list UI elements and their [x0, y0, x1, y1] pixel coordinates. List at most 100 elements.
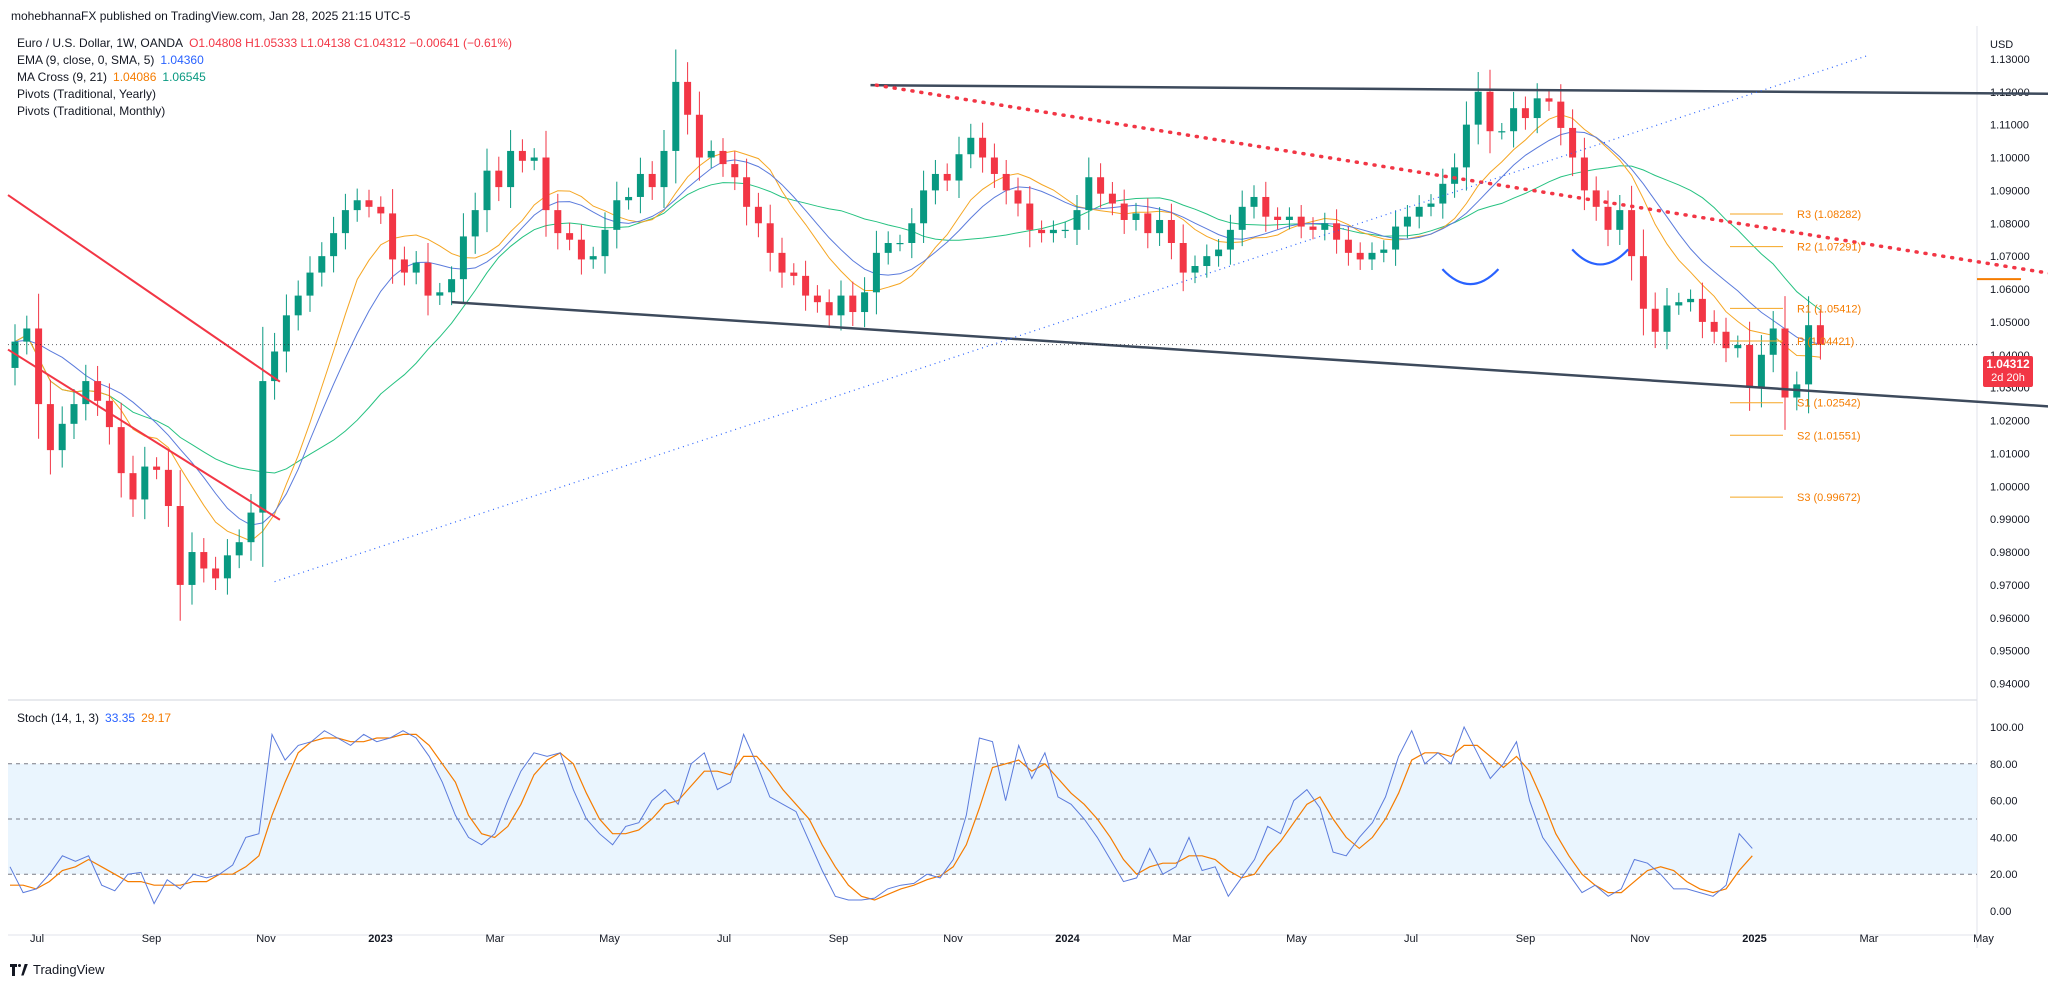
- candle-down: [1710, 321, 1718, 332]
- candle-down: [766, 223, 774, 253]
- candle-up: [1533, 98, 1541, 119]
- time-tick-label: Jul: [1404, 933, 1418, 945]
- candle-down: [943, 173, 951, 181]
- candle-down: [743, 177, 751, 207]
- pivot-label: S2 (1.01551): [1797, 430, 1861, 442]
- candle-down: [1297, 216, 1305, 227]
- price-axis[interactable]: 1.130001.120001.110001.100001.090001.080…: [1990, 54, 2030, 918]
- candle-down: [1781, 328, 1789, 398]
- candle-up: [589, 256, 597, 260]
- candle-down: [813, 295, 821, 303]
- price-tick-label: 1.07000: [1990, 251, 2030, 263]
- time-tick-label: Mar: [1860, 933, 1879, 945]
- candle-up: [341, 210, 349, 234]
- candle-down: [695, 114, 703, 158]
- candle-down: [153, 466, 161, 470]
- candle-down: [495, 170, 503, 188]
- candle-down: [1356, 252, 1364, 260]
- price-tick-label: 1.00000: [1990, 481, 2030, 493]
- candle-up: [1368, 252, 1376, 260]
- ema-legend[interactable]: EMA (9, close, 0, SMA, 5) 1.04360: [17, 53, 210, 67]
- candle-up: [507, 150, 515, 188]
- ema-line: [14, 131, 1821, 526]
- candle-up: [1415, 206, 1423, 217]
- candle-down: [1167, 219, 1175, 243]
- candle-down: [164, 469, 172, 507]
- candle-up: [636, 173, 644, 197]
- time-tick-label: Mar: [486, 933, 505, 945]
- stoch-tick-label: 60.00: [1990, 796, 2018, 808]
- candle-down: [1569, 127, 1577, 158]
- candle-down: [1722, 331, 1730, 349]
- time-tick-label: May: [1973, 933, 1994, 945]
- ohlc-values: O1.04808 H1.05333 L1.04138 C1.04312 −0.0…: [189, 36, 512, 50]
- candle-down: [778, 252, 786, 273]
- currency-label: USD: [1990, 39, 2013, 51]
- time-tick-label: 2024: [1055, 933, 1080, 945]
- price-tick-label: 1.01000: [1990, 448, 2030, 460]
- ma-value-fast: 1.04086: [113, 70, 157, 84]
- pivots-yearly-legend[interactable]: Pivots (Traditional, Yearly): [17, 87, 156, 101]
- ma-value-slow: 1.06545: [162, 70, 206, 84]
- candle-up: [837, 295, 845, 316]
- candle-up: [235, 542, 243, 556]
- candle-down: [1651, 308, 1659, 332]
- pivot-label: R3 (1.08282): [1797, 209, 1861, 221]
- candle-down: [200, 552, 208, 569]
- candle-down: [129, 473, 137, 500]
- time-tick-label: Jul: [717, 933, 731, 945]
- time-tick-label: Mar: [1173, 933, 1192, 945]
- candle-up: [306, 272, 314, 296]
- candles[interactable]: [11, 49, 1824, 621]
- stoch-legend[interactable]: Stoch (14, 1, 3) 33.35 29.17: [17, 711, 177, 725]
- bar-countdown: 2d 20h: [1991, 372, 2025, 384]
- time-axis[interactable]: Jul Sep Nov 2023 Mar May Jul Sep Nov 2024 Mar May Ju…: [30, 933, 1994, 945]
- time-tick-label: Jul: [30, 933, 44, 945]
- candle-down: [176, 506, 184, 585]
- candle-up: [82, 381, 90, 405]
- pivots-monthly-legend[interactable]: Pivots (Traditional, Monthly): [17, 104, 166, 118]
- pivot-levels: R3 (1.08282) R2 (1.07291) R1 (1.05412) P (1…: [1730, 209, 1861, 504]
- candle-up: [1498, 131, 1506, 133]
- candle-down: [46, 404, 54, 451]
- candle-up: [1687, 298, 1695, 303]
- candle-up: [1132, 213, 1140, 220]
- price-tick-label: 0.98000: [1990, 547, 2030, 559]
- drawings[interactable]: [7, 55, 2048, 583]
- candle-up: [448, 279, 456, 293]
- footer[interactable]: TradingView: [10, 962, 105, 977]
- candle-up: [259, 381, 267, 513]
- candle-up: [872, 252, 880, 293]
- candle-up: [1073, 210, 1081, 230]
- candle-up: [1462, 124, 1470, 168]
- candle-down: [1014, 190, 1022, 204]
- bottom-arc: [1571, 248, 1630, 266]
- candle-up: [1203, 256, 1211, 267]
- ma-cross-legend[interactable]: MA Cross (9, 21) 1.04086 1.06545: [17, 70, 212, 84]
- dotted-resistance-line: [874, 83, 2048, 275]
- candle-up: [1226, 229, 1234, 250]
- price-tick-label: 1.11000: [1990, 120, 2029, 132]
- price-tick-label: 1.05000: [1990, 317, 2030, 329]
- candle-down: [94, 381, 102, 401]
- price-tick-label: 0.96000: [1990, 613, 2030, 625]
- candle-down: [377, 206, 385, 214]
- price-tick-label: 0.95000: [1990, 646, 2030, 658]
- candle-down: [1179, 242, 1187, 273]
- candle-up: [23, 328, 31, 342]
- candle-up: [318, 256, 326, 273]
- pivot-label: P (1.04421): [1797, 336, 1854, 348]
- candle-down: [1521, 108, 1529, 119]
- symbol-legend[interactable]: Euro / U.S. Dollar, 1W, OANDA O1.04808 H1…: [17, 36, 518, 50]
- candle-up: [861, 292, 869, 313]
- candle-down: [1108, 193, 1116, 204]
- candle-up: [1427, 203, 1435, 207]
- candle-up: [967, 137, 975, 155]
- candle-down: [1639, 256, 1647, 309]
- candle-up: [247, 512, 255, 543]
- candle-down: [719, 150, 727, 165]
- price-tick-label: 1.10000: [1990, 153, 2030, 165]
- candle-up: [294, 295, 302, 316]
- candle-down: [684, 81, 692, 115]
